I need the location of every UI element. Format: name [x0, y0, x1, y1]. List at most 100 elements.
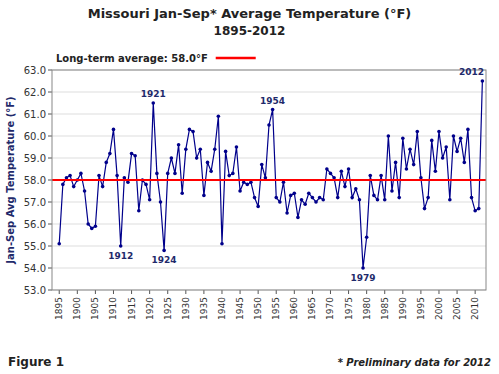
y-tick-label: 60.0	[24, 131, 46, 142]
annotation: 1921	[141, 89, 166, 99]
x-tick-label: 2010	[470, 297, 480, 320]
data-point	[372, 194, 376, 198]
x-tick	[59, 290, 60, 294]
data-point	[329, 172, 333, 176]
y-tick-label: 61.0	[24, 109, 46, 120]
data-point	[177, 143, 181, 147]
x-tick	[203, 290, 204, 294]
y-tick	[48, 180, 52, 181]
data-point	[180, 191, 184, 195]
x-tick	[113, 290, 114, 294]
x-tick-label: 1930	[181, 297, 191, 320]
x-tick-label: 1920	[145, 297, 155, 320]
data-point	[256, 205, 260, 209]
x-tick-label: 1925	[163, 297, 173, 320]
data-point	[477, 207, 481, 211]
data-point	[289, 194, 293, 198]
data-point	[271, 108, 275, 112]
data-point	[303, 202, 307, 206]
x-tick-label: 2005	[452, 297, 462, 320]
data-point	[463, 161, 467, 165]
x-tick-label: 1915	[127, 297, 137, 320]
x-tick-label: 1960	[289, 297, 299, 320]
y-tick	[48, 224, 52, 225]
data-point	[68, 174, 72, 178]
data-point	[452, 134, 456, 138]
data-point	[159, 200, 163, 204]
data-point	[61, 183, 65, 187]
x-tick	[312, 290, 313, 294]
x-tick	[330, 290, 331, 294]
y-tick	[48, 290, 52, 291]
data-point	[112, 128, 116, 132]
data-point	[455, 150, 459, 154]
data-point	[162, 249, 166, 253]
annotation: 1924	[152, 255, 177, 265]
data-point	[209, 169, 213, 173]
data-point	[394, 161, 398, 165]
data-point	[202, 194, 206, 198]
x-tick	[402, 290, 403, 294]
y-tick	[48, 268, 52, 269]
data-point	[325, 167, 329, 171]
data-point	[434, 169, 438, 173]
chart: Missouri Jan-Sep* Average Temperature (°…	[0, 0, 499, 374]
reference-line	[52, 179, 486, 181]
data-point	[481, 79, 485, 83]
data-point	[408, 147, 412, 151]
data-point	[314, 200, 318, 204]
x-tick-label: 2000	[434, 297, 444, 320]
data-point	[148, 198, 152, 202]
grid-line	[52, 202, 486, 203]
data-point	[206, 161, 210, 165]
legend-swatch	[216, 57, 256, 60]
annotation: 1979	[351, 273, 376, 283]
x-tick	[384, 290, 385, 294]
data-point	[376, 198, 380, 202]
grid-line	[52, 136, 486, 137]
x-tick	[149, 290, 150, 294]
data-point	[119, 244, 123, 248]
x-tick-label: 1970	[325, 297, 335, 320]
x-tick	[276, 290, 277, 294]
data-point	[115, 174, 119, 178]
y-tick	[48, 92, 52, 93]
data-point	[253, 196, 257, 200]
x-tick-label: 1965	[307, 297, 317, 320]
data-point	[130, 152, 134, 156]
data-point	[437, 130, 441, 134]
data-point	[296, 216, 300, 220]
x-tick	[258, 290, 259, 294]
data-point	[343, 185, 347, 189]
data-point	[423, 207, 427, 211]
x-tick	[131, 290, 132, 294]
data-point	[94, 224, 98, 228]
note: * Preliminary data for 2012	[338, 357, 491, 368]
x-tick-label: 1945	[235, 297, 245, 320]
data-point	[267, 123, 271, 127]
x-tick-label: 1900	[72, 297, 82, 320]
subtitle: 1895-2012	[214, 24, 286, 38]
data-point	[170, 156, 174, 160]
data-point	[459, 136, 463, 140]
y-tick	[48, 202, 52, 203]
data-point	[188, 128, 192, 132]
annotation: 1954	[260, 96, 285, 106]
data-point	[274, 196, 278, 200]
grid-line	[52, 114, 486, 115]
x-tick	[240, 290, 241, 294]
data-point	[470, 196, 474, 200]
data-point	[336, 196, 340, 200]
data-point	[83, 189, 87, 193]
data-point	[311, 196, 315, 200]
data-point	[358, 198, 362, 202]
data-point	[220, 242, 224, 246]
data-point	[217, 114, 221, 118]
x-tick	[77, 290, 78, 294]
x-tick	[185, 290, 186, 294]
data-point	[137, 209, 141, 213]
y-tick-label: 55.0	[24, 241, 46, 252]
data-point	[340, 169, 344, 173]
data-point	[405, 167, 409, 171]
data-point	[235, 145, 239, 149]
